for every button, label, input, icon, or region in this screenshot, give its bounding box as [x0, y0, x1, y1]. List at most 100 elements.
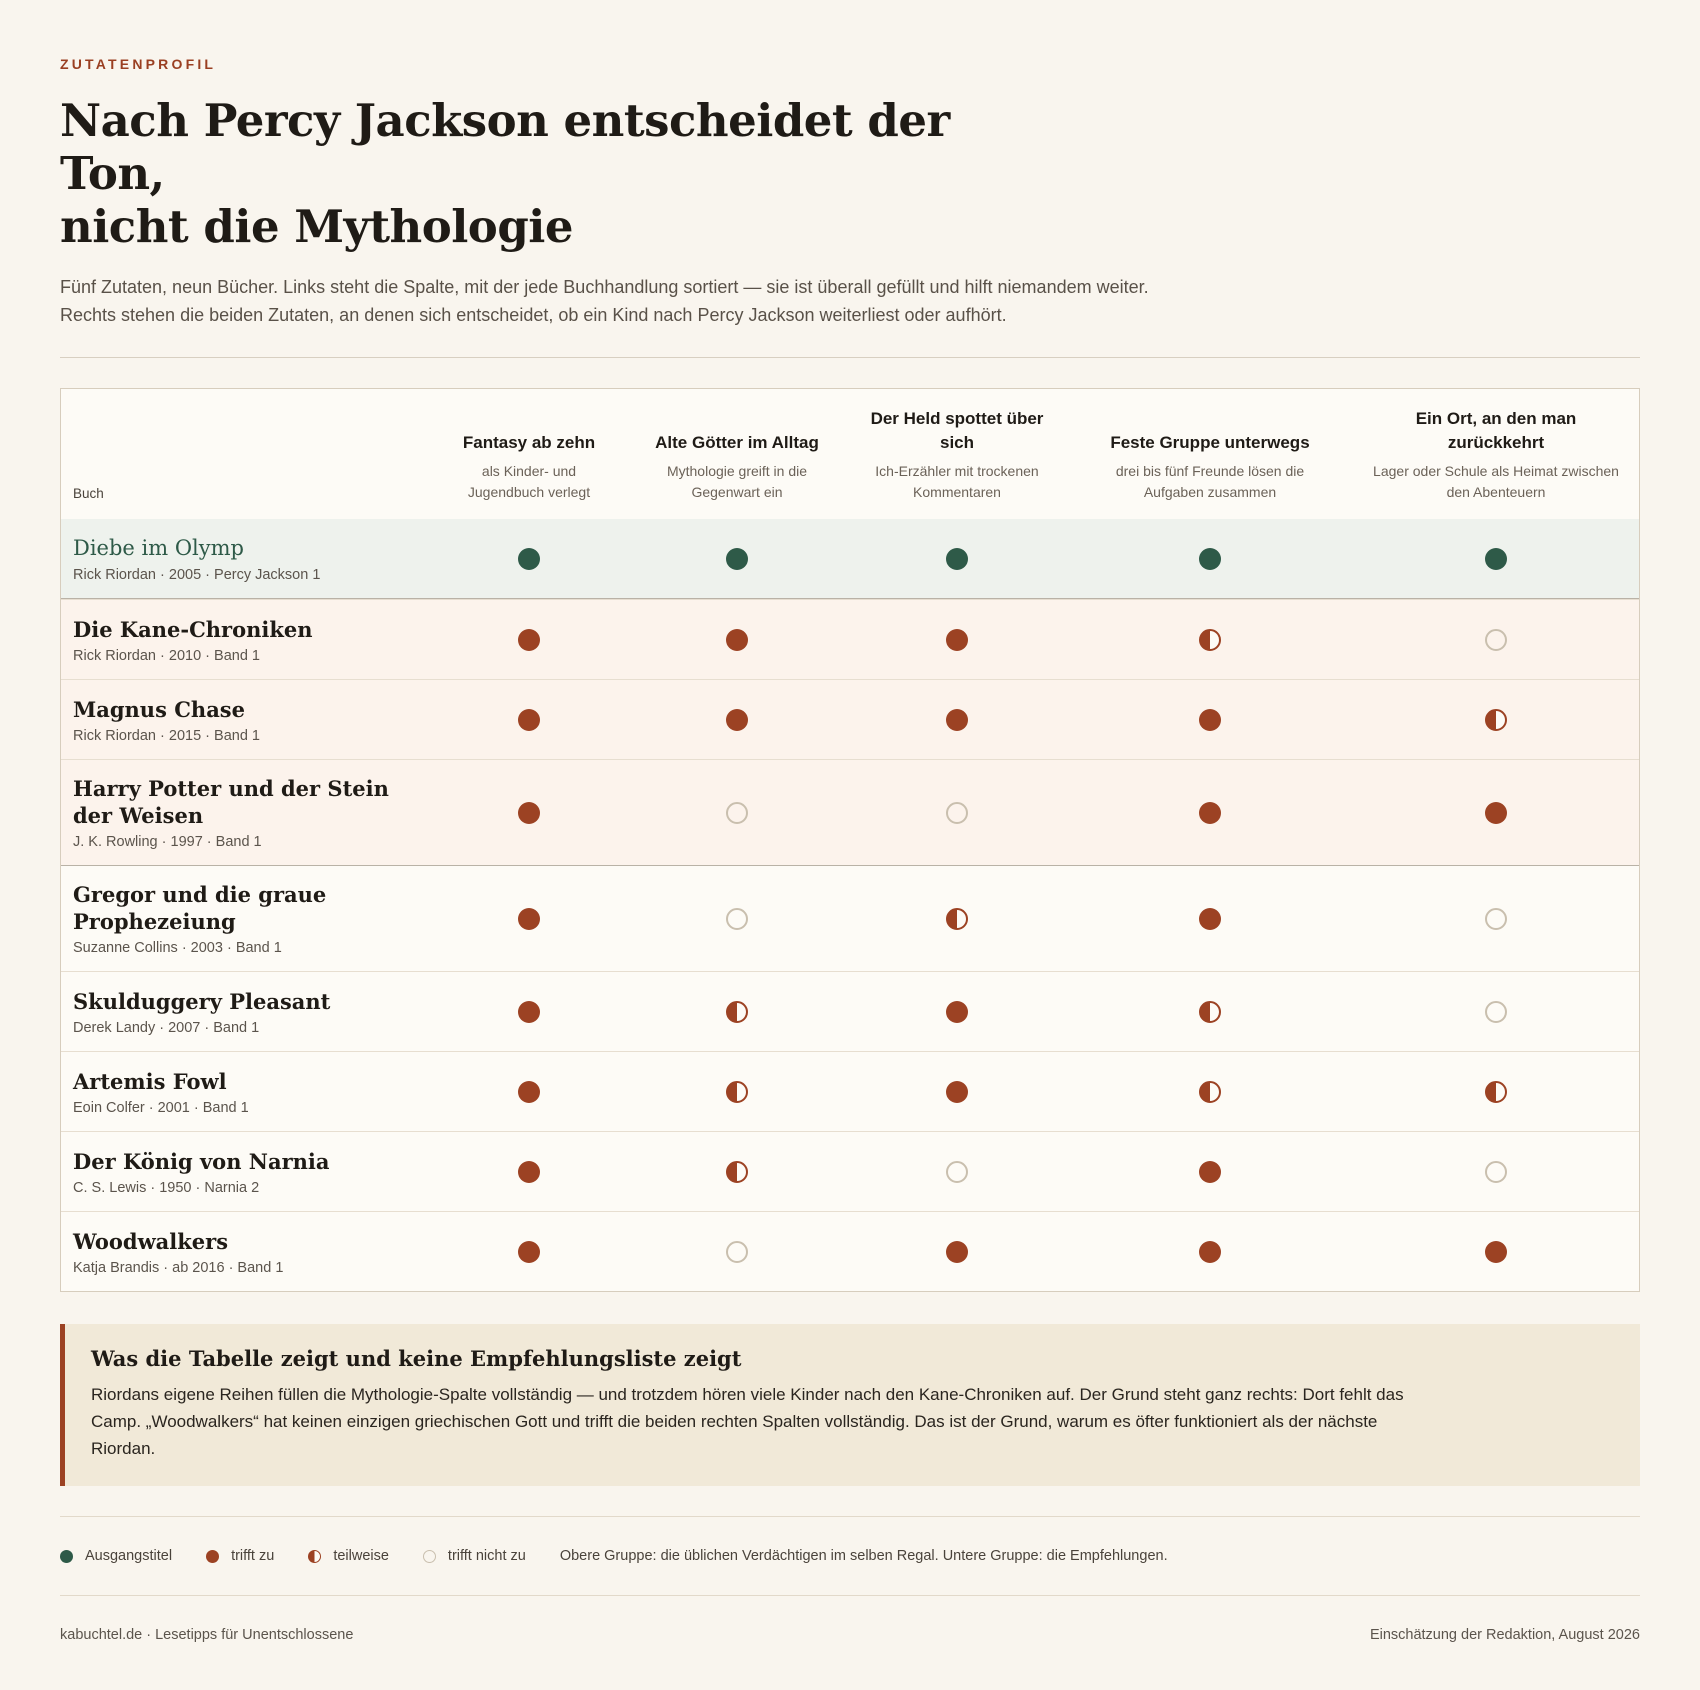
book-meta: C. S. Lewis · 1950 · Narnia 2 [73, 1179, 260, 1196]
half-dot-icon [1485, 708, 1507, 731]
table-row: Die Kane-Chroniken Rick Riordan · 2010 · … [61, 599, 1639, 679]
empty-dot-icon [946, 801, 968, 824]
rating-cell [1359, 972, 1633, 1051]
half-dot-icon [726, 1000, 748, 1023]
legend-item-half: teilweise [308, 1548, 389, 1564]
book-title: Der König von Narnia [73, 1148, 330, 1174]
book-meta: Derek Landy · 2007 · Band 1 [73, 1019, 260, 1036]
header-col-4: Feste Gruppe unterwegs drei bis fünf Fre… [1061, 389, 1359, 519]
legend-label: trifft nicht zu [447, 1548, 526, 1564]
table-row: Magnus Chase Rick Riordan · 2015 · Band 1 [61, 679, 1639, 759]
book-title: Woodwalkers [73, 1228, 229, 1254]
rating-cell [621, 680, 853, 759]
book-meta: Rick Riordan · 2005 · Percy Jackson 1 [73, 566, 321, 583]
rating-cell [853, 1212, 1061, 1291]
empty-dot-icon [422, 1549, 436, 1563]
rating-cell [1061, 1212, 1359, 1291]
footer: kabuchtel.de · Lesetipps für Unentschlos… [60, 1595, 1640, 1674]
book-meta: Katja Brandis · ab 2016 · Band 1 [73, 1259, 284, 1276]
book-cell: Die Kane-Chroniken Rick Riordan · 2010 · … [61, 600, 437, 679]
rating-cell [437, 600, 621, 679]
full-dot-icon [946, 1000, 968, 1023]
full-dot-icon [518, 801, 540, 824]
rating-cell [1061, 866, 1359, 971]
col-title: Alte Götter im Alltag [655, 433, 819, 452]
empty-dot-icon [946, 1160, 968, 1183]
book-title: Die Kane-Chroniken [73, 616, 313, 642]
half-dot-icon [308, 1549, 322, 1563]
full-dot-icon [518, 1240, 540, 1263]
table-row: Artemis Fowl Eoin Colfer · 2001 · Band 1 [61, 1051, 1639, 1131]
rating-cell [1061, 1132, 1359, 1211]
book-meta: J. K. Rowling · 1997 · Band 1 [73, 834, 262, 850]
rating-cell [437, 972, 621, 1051]
rating-cell [1061, 680, 1359, 759]
book-cell: Gregor und die graue Prophezeiung Suzanne… [61, 866, 437, 971]
full-dot-icon [518, 1000, 540, 1023]
half-dot-icon [1199, 1080, 1221, 1103]
full-dot-icon [518, 1160, 540, 1183]
rating-cell [621, 866, 853, 971]
rating-cell [853, 680, 1061, 759]
col-subtitle: als Kinder- und Jugendbuch verlegt [467, 463, 591, 500]
empty-dot-icon [726, 1240, 748, 1263]
rating-cell [1359, 1052, 1633, 1131]
book-title: Magnus Chase [73, 696, 245, 722]
legend-label: trifft zu [231, 1548, 275, 1564]
full-dot-icon [1199, 1240, 1221, 1263]
col-subtitle: Mythologie greift in die Gegenwart ein [666, 463, 808, 500]
empty-dot-icon [1485, 907, 1507, 930]
rating-cell [853, 1052, 1061, 1131]
headline-line-2: nicht die Mythologie [60, 200, 574, 253]
divider [60, 1516, 1640, 1517]
rating-cell [1359, 519, 1633, 598]
book-title: Harry Potter und der Stein der Weisen [73, 776, 389, 828]
half-dot-icon [726, 1160, 748, 1183]
full-dot-icon [726, 708, 748, 731]
book-cell: Der König von Narnia C. S. Lewis · 1950 ·… [61, 1132, 437, 1211]
rating-cell [1359, 1212, 1633, 1291]
book-cell: Diebe im Olymp Rick Riordan · 2005 · Perc… [61, 519, 437, 598]
book-title: Diebe im Olymp [73, 535, 244, 560]
full-dot-icon [518, 907, 540, 930]
full-dot-icon [518, 1080, 540, 1103]
ingredient-matrix: Buch Fantasy ab zehn als Kinder- und Jug… [60, 388, 1640, 1292]
rating-cell [437, 866, 621, 971]
rating-cell [437, 1212, 621, 1291]
origin-dot-icon [1485, 547, 1507, 570]
rating-cell [1061, 600, 1359, 679]
header-col-5: Ein Ort, an den man zurückkehrt Lager od… [1359, 389, 1633, 519]
header-book: Buch [61, 389, 437, 519]
dek-line-1: Fünf Zutaten, neun Bücher. Links steht d… [60, 277, 1149, 297]
rating-cell [1359, 1132, 1633, 1211]
full-dot-icon [206, 1549, 220, 1563]
headline-line-1: Nach Percy Jackson entscheidet der Ton, [60, 94, 950, 200]
half-dot-icon [1485, 1080, 1507, 1103]
legend-groups-note: Obere Gruppe: die üblichen Verdächtigen … [559, 1548, 1168, 1564]
matrix-body: Diebe im Olymp Rick Riordan · 2005 · Perc… [61, 519, 1639, 1291]
full-dot-icon [518, 628, 540, 651]
full-dot-icon [946, 708, 968, 731]
col-title: Der Held spottet über sich [870, 409, 1044, 452]
rating-cell [1359, 600, 1633, 679]
rating-cell [853, 760, 1061, 865]
full-dot-icon [1199, 907, 1221, 930]
rating-cell [853, 866, 1061, 971]
table-row: Der König von Narnia C. S. Lewis · 1950 ·… [61, 1131, 1639, 1211]
book-title: Skulduggery Pleasant [73, 988, 331, 1014]
table-row: Gregor und die graue Prophezeiung Suzanne… [61, 866, 1639, 971]
rating-cell [1359, 760, 1633, 865]
rating-cell [621, 760, 853, 865]
rating-cell [1061, 519, 1359, 598]
full-dot-icon [1199, 708, 1221, 731]
full-dot-icon [946, 628, 968, 651]
col-subtitle: Ich-Erzähler mit trockenen Kommentaren [875, 463, 1039, 500]
origin-dot-icon [946, 547, 968, 570]
half-dot-icon [1199, 628, 1221, 651]
full-dot-icon [1199, 1160, 1221, 1183]
book-title: Artemis Fowl [73, 1068, 227, 1094]
header-book-label: Buch [73, 486, 104, 501]
rating-cell [853, 600, 1061, 679]
col-subtitle: drei bis fünf Freunde lösen die Aufgaben… [1115, 463, 1305, 500]
footer-date: Einschätzung der Redaktion, August 2026 [1369, 1627, 1640, 1643]
